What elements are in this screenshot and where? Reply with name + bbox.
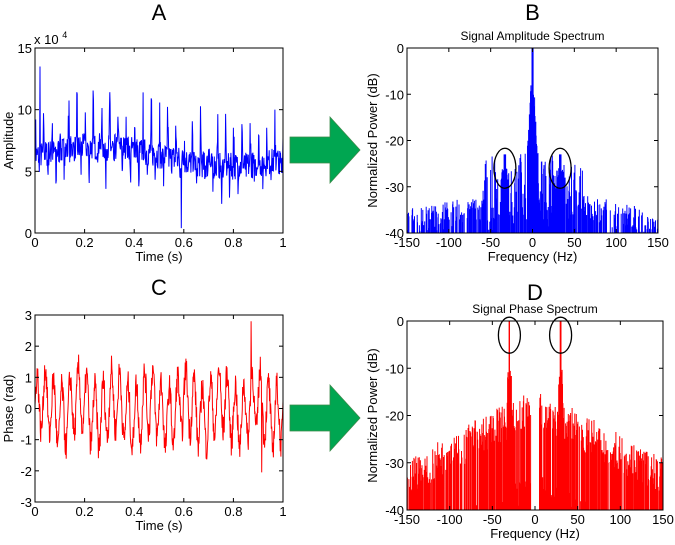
series-line [35,66,283,229]
y-tick-label: 0 [25,402,32,417]
y-tick-label: 2 [25,339,32,354]
panel-letter: D [527,280,543,305]
x-axis-label: Frequency (Hz) [488,249,578,264]
x-tick-label: 0.6 [175,235,193,250]
x-tick-label: 0.6 [175,504,193,519]
arrow-icon [289,383,361,453]
x-tick-label: 1 [279,235,286,250]
x-tick-label: 100 [609,512,631,527]
y-tick-label: 5 [25,164,32,179]
highlight-ellipse [548,147,572,189]
panel-letter: B [525,0,540,25]
x-tick-label: 0.8 [224,235,242,250]
x-tick-label: -100 [437,512,463,527]
y-tick-label: -10 [385,87,404,102]
y-axis-label: Amplitude [1,112,16,170]
y-tick-label: -30 [385,180,404,195]
x-tick-label: -100 [436,235,462,250]
x-tick-label: -150 [394,512,420,527]
series-line [407,48,658,233]
y-axis-label: Phase (rad) [1,375,16,443]
panel-c: C 0 0.2 0.4 0.6 0.8 1 -3 -2 -1 0 1 2 3 Time (s) Phase (… [1,275,287,533]
y-tick-label: 0 [397,41,404,56]
x-tick-label: 50 [570,512,584,527]
x-tick-label: 0 [531,512,538,527]
highlight-ellipse [493,147,517,189]
x-tick-label: 150 [647,235,669,250]
x-tick-label: 100 [605,235,627,250]
x-tick-label: 0.2 [76,504,94,519]
x-tick-label: 0 [31,504,38,519]
arrow-icon [289,115,361,185]
panel-letter: C [151,275,167,300]
y-tick-label: -2 [20,464,32,479]
y-axis-label: Normalized Power (dB) [365,348,380,482]
y-multiplier: x 10 4 [34,30,67,47]
x-axis-label: Time (s) [135,518,182,533]
y-tick-label: -40 [385,226,404,241]
chart-title: Signal Phase Spectrum [472,302,597,316]
x-tick-label: 0 [529,235,536,250]
y-tick-label: -40 [385,503,404,518]
chart-title: Signal Amplitude Spectrum [460,29,604,43]
highlight-ellipse [497,316,522,354]
y-tick-label: -3 [20,495,32,510]
highlight-ellipse [548,316,573,354]
x-tick-label: 0.4 [125,235,143,250]
y-tick-label: -30 [385,456,404,471]
y-tick-label: -20 [385,409,404,424]
axes-box [34,47,284,234]
x-tick-label: 150 [652,512,674,527]
y-tick-label: 1 [25,370,32,385]
x-tick-label: 0.8 [224,504,242,519]
x-tick-label: 0.4 [125,504,143,519]
x-axis-label: Frequency (Hz) [490,526,580,541]
y-tick-label: 10 [18,103,32,118]
x-tick-label: 50 [567,235,581,250]
y-tick-label: -1 [20,433,32,448]
x-axis-label: Time (s) [135,249,182,264]
y-tick-label: 0 [25,226,32,241]
x-tick-label: -50 [483,512,502,527]
y-tick-label: 0 [397,314,404,329]
y-tick-label: 15 [18,41,32,56]
series-line [35,321,283,473]
series-line [407,321,663,510]
x-tick-label: 1 [279,504,286,519]
x-tick-label: 0 [31,235,38,250]
y-tick-label: 3 [25,308,32,323]
x-tick-label: -50 [481,235,500,250]
x-tick-label: 0.2 [76,235,94,250]
y-tick-label: -10 [385,361,404,376]
x-tick-label: -150 [394,235,420,250]
panel-letter: A [152,0,167,25]
y-tick-label: -20 [385,134,404,149]
y-axis-label: Normalized Power (dB) [365,73,380,207]
